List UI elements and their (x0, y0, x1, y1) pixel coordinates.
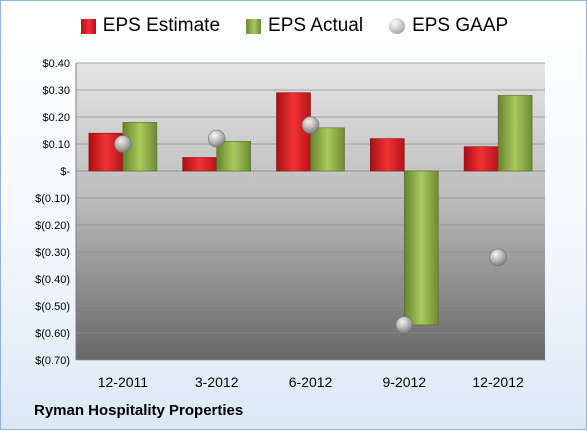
x-tick-label: 12-2011 (98, 374, 149, 390)
legend-swatch-eps-gaap (389, 18, 406, 34)
legend-item-eps-gaap: EPS GAAP (389, 15, 508, 37)
company-name: Ryman Hospitality Properties (34, 402, 244, 419)
legend-item-eps-actual: EPS Actual (246, 15, 363, 37)
eps-estimate-bar (276, 92, 311, 172)
legend-label-eps-actual: EPS Actual (268, 15, 364, 36)
eps-actual-bar (310, 127, 345, 172)
y-tick-label: $(0.30) (35, 247, 70, 259)
y-tick-label: $(0.40) (35, 274, 70, 286)
y-tick-label: $(0.50) (35, 301, 70, 313)
y-tick-label: $(0.20) (35, 220, 70, 232)
eps-estimate-bar (463, 146, 499, 172)
eps-estimate-bar (369, 138, 405, 172)
eps-gaap-point (301, 116, 320, 134)
eps-estimate-bar (182, 157, 217, 172)
y-tick-label: $0.10 (42, 139, 70, 151)
eps-actual-bar (216, 141, 251, 172)
x-tick-label: 3-2012 (195, 374, 239, 390)
y-tick-label: $0.30 (42, 85, 70, 97)
eps-gaap-point (395, 316, 414, 334)
x-tick-label: 12-2012 (472, 374, 524, 390)
y-tick-label: $0.40 (42, 58, 70, 70)
eps-actual-bar (403, 170, 439, 326)
eps-gaap-point (207, 129, 226, 148)
legend-swatch-eps-actual (246, 18, 262, 34)
legend-swatch-eps-estimate (80, 18, 96, 34)
y-tick-label: $0.20 (42, 112, 70, 124)
eps-gaap-point (489, 248, 507, 267)
eps-actual-bar (497, 95, 533, 172)
legend-label-eps-gaap: EPS GAAP (412, 15, 509, 36)
eps-gaap-point (114, 135, 132, 153)
x-tick-label: 6-2012 (289, 374, 333, 390)
x-tick-label: 9-2012 (383, 374, 427, 390)
y-tick-label: $(0.60) (35, 328, 70, 340)
legend-item-eps-estimate: EPS Estimate (80, 15, 221, 37)
y-tick-label: $- (60, 166, 70, 178)
y-tick-label: $(0.10) (35, 193, 70, 205)
y-tick-label: $(0.70) (35, 355, 70, 367)
chart-legend: EPS Estimate EPS Actual EPS GAAP (1, 15, 587, 37)
legend-label-eps-estimate: EPS Estimate (102, 15, 221, 36)
